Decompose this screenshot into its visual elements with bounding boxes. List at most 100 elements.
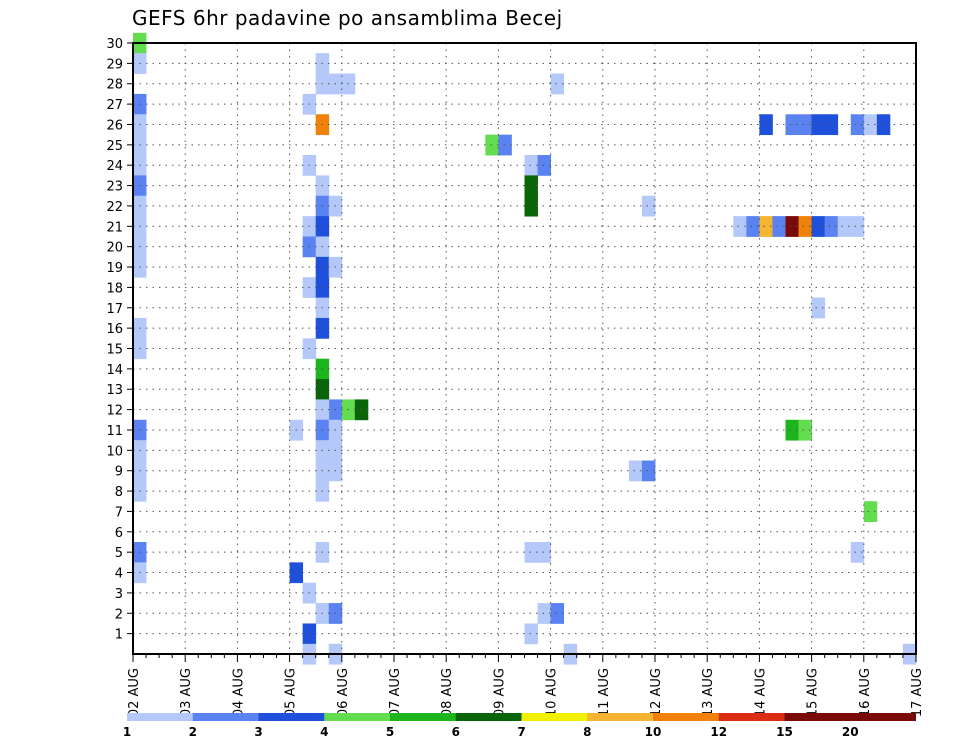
colorbar-swatch	[653, 713, 720, 721]
y-tick-label: 26	[106, 118, 123, 133]
y-tick-label: 14	[106, 363, 123, 378]
colorbar-legend: 1 2 3 4 5 6 7 8 10 12 15 20	[123, 713, 916, 739]
x-tick-label: 05 AUG	[284, 668, 299, 717]
y-tick-label: 4	[115, 567, 123, 582]
heatmap-cell	[811, 216, 826, 237]
colorbar-swatch	[192, 713, 259, 721]
y-tick-label: 10	[106, 444, 123, 459]
chart-title: GEFS 6hr padavine po ansamblima Becej	[132, 6, 563, 30]
heatmap-cell	[498, 134, 512, 156]
heatmap-cell	[850, 114, 865, 136]
heatmap-cell	[641, 195, 656, 217]
heatmap-cell	[798, 114, 812, 136]
colorbar-swatch	[521, 713, 588, 721]
heatmap-cell	[537, 603, 551, 624]
colorbar-swatch	[718, 713, 785, 721]
colorbar-label: 6	[452, 725, 460, 739]
x-tick-label: 09 AUG	[492, 668, 507, 717]
heatmap-cell	[537, 155, 551, 176]
heatmap-cell	[537, 541, 551, 563]
y-tick-label: 20	[106, 241, 123, 256]
heatmap-cell	[863, 114, 878, 136]
heatmap-cell	[733, 216, 747, 237]
y-tick-label: 6	[115, 526, 123, 541]
y-tick-label: 27	[106, 98, 123, 113]
heatmap-cell	[485, 134, 499, 156]
heatmap-cell	[524, 175, 538, 197]
y-tick-label: 1	[115, 628, 123, 643]
heatmap-cell	[824, 216, 839, 237]
colorbar-label: 20	[842, 725, 859, 739]
colorbar-label: 8	[583, 725, 591, 739]
colorbar-swatch	[455, 713, 522, 721]
heatmap-cell	[524, 195, 538, 217]
heatmap-cell	[524, 623, 538, 645]
y-tick-label: 21	[106, 220, 123, 235]
heatmap-cell	[876, 114, 891, 136]
colorbar-label: 12	[710, 725, 727, 739]
y-tick-label: 18	[106, 281, 123, 296]
heatmap-cell	[811, 114, 826, 136]
heatmap-cell	[550, 73, 565, 95]
heatmap-cell	[850, 216, 865, 237]
colorbar-swatch	[324, 713, 391, 721]
colorbar-label: 4	[320, 725, 328, 739]
heatmap-cell	[759, 216, 773, 237]
colorbar-swatch	[784, 713, 851, 721]
heatmap-cell	[850, 541, 865, 563]
heatmap-cell	[798, 216, 812, 237]
heatmap-cell	[641, 460, 656, 482]
heatmap-cell	[811, 297, 826, 319]
x-tick-label: 04 AUG	[231, 668, 246, 717]
colorbar-label: 2	[189, 725, 197, 739]
heatmap-cell	[785, 419, 799, 441]
heatmap-cell	[837, 216, 852, 237]
colorbar-label: 7	[517, 725, 525, 739]
colorbar-swatch	[850, 713, 916, 721]
x-tick-label: 03 AUG	[179, 668, 194, 717]
heatmap-cell	[785, 114, 799, 136]
x-axis: 02 AUG 03 AUG 04 AUG 05 AUG 06 AUG 07 AUG 08 A…	[127, 654, 925, 717]
y-axis: 1234567891011121314151617181920212223242…	[106, 37, 133, 643]
y-tick-label: 16	[106, 322, 123, 337]
x-tick-label: 07 AUG	[388, 668, 403, 717]
x-tick-label: 15 AUG	[806, 668, 821, 717]
x-tick-label: 17 AUG	[910, 668, 925, 717]
x-tick-label: 10 AUG	[545, 668, 560, 717]
colorbar-label: 1	[123, 725, 131, 739]
x-tick-label: 16 AUG	[858, 668, 873, 717]
x-tick-label: 06 AUG	[336, 668, 351, 717]
y-tick-label: 9	[115, 465, 123, 480]
y-tick-label: 25	[106, 139, 123, 154]
y-tick-label: 5	[115, 546, 123, 561]
y-tick-label: 7	[115, 505, 123, 520]
y-tick-label: 22	[106, 200, 123, 215]
heatmap-cell	[824, 114, 839, 136]
y-tick-label: 29	[106, 57, 123, 72]
heatmap-cell	[746, 216, 760, 237]
heatmap-cell	[772, 216, 786, 237]
y-tick-label: 28	[106, 78, 123, 93]
heatmap-cell	[550, 603, 565, 624]
y-tick-label: 11	[106, 424, 123, 439]
x-tick-label: 12 AUG	[649, 668, 664, 717]
y-tick-label: 30	[106, 37, 123, 52]
x-tick-label: 02 AUG	[127, 668, 142, 717]
y-tick-label: 8	[115, 485, 123, 500]
y-tick-label: 12	[106, 404, 123, 419]
colorbar-label: 15	[776, 725, 793, 739]
y-tick-label: 13	[106, 383, 123, 398]
heatmap-cell	[759, 114, 773, 136]
colorbar-swatch	[258, 713, 325, 721]
heatmap-cell	[524, 155, 538, 176]
heatmap-cell	[628, 460, 643, 482]
colorbar-swatch	[390, 713, 457, 721]
colorbar-label: 10	[645, 725, 662, 739]
heatmap-cell	[863, 501, 878, 523]
heatmap-cell	[785, 216, 799, 237]
cells-layer	[133, 32, 917, 665]
colorbar-label: 3	[254, 725, 262, 739]
x-tick-label: 11 AUG	[597, 668, 612, 717]
y-tick-label: 24	[106, 159, 123, 174]
